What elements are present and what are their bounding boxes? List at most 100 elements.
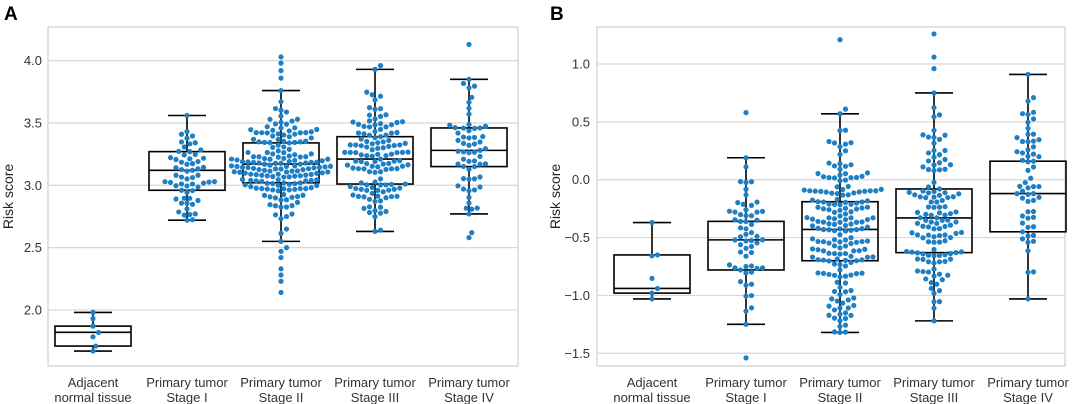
data-point xyxy=(294,193,301,200)
data-point xyxy=(837,178,843,184)
data-point xyxy=(366,196,373,202)
data-point xyxy=(364,89,370,95)
data-point xyxy=(173,196,179,202)
data-point xyxy=(759,208,766,214)
data-point xyxy=(383,166,389,173)
data-point xyxy=(386,187,392,193)
data-point xyxy=(275,188,281,194)
data-point xyxy=(286,146,292,152)
data-point xyxy=(178,187,185,193)
data-point xyxy=(851,190,857,196)
data-point xyxy=(748,179,755,185)
category-label-line1: Primary tumor xyxy=(799,375,881,390)
data-point xyxy=(1030,144,1037,150)
data-point xyxy=(826,303,832,309)
data-point xyxy=(278,54,284,60)
data-point xyxy=(477,161,483,167)
data-point xyxy=(278,197,284,203)
data-point xyxy=(469,94,475,100)
data-point xyxy=(842,127,849,133)
data-point xyxy=(1030,214,1037,220)
data-point xyxy=(281,132,287,138)
data-point xyxy=(278,99,284,105)
data-point xyxy=(372,122,378,128)
data-point xyxy=(1025,159,1031,165)
data-point xyxy=(278,166,284,172)
data-point xyxy=(867,188,873,194)
data-point xyxy=(206,179,212,185)
data-point xyxy=(1025,71,1031,78)
data-point xyxy=(748,249,755,256)
data-point xyxy=(743,263,749,270)
data-point xyxy=(292,139,298,145)
data-point xyxy=(469,206,475,212)
data-point xyxy=(743,293,749,299)
data-point xyxy=(289,194,295,200)
data-point xyxy=(931,54,937,60)
data-point xyxy=(283,213,290,220)
data-point xyxy=(754,209,760,215)
data-point xyxy=(383,208,389,215)
data-point xyxy=(842,163,849,169)
data-point xyxy=(173,172,179,178)
category-label-line2: Stage II xyxy=(818,390,863,404)
data-point xyxy=(1030,184,1037,190)
data-point xyxy=(809,197,816,203)
data-point xyxy=(931,31,937,37)
data-point xyxy=(842,243,849,249)
data-point xyxy=(394,166,400,172)
data-point xyxy=(649,253,655,259)
data-point xyxy=(931,305,937,311)
data-point xyxy=(853,271,860,277)
data-point xyxy=(1025,147,1031,153)
data-point xyxy=(195,184,201,190)
data-point xyxy=(732,265,738,271)
data-point xyxy=(914,268,921,274)
data-point xyxy=(278,238,284,244)
data-point xyxy=(261,161,268,167)
data-point xyxy=(864,224,871,230)
data-point xyxy=(923,276,929,282)
data-point xyxy=(278,113,284,119)
data-point xyxy=(272,121,279,127)
data-point xyxy=(256,160,262,166)
data-point xyxy=(278,289,284,296)
data-point xyxy=(831,288,838,295)
y-tick-label: 2.0 xyxy=(24,302,42,317)
data-point xyxy=(237,169,243,175)
data-point xyxy=(275,182,281,188)
data-point xyxy=(256,166,262,173)
data-point xyxy=(314,159,320,165)
data-point xyxy=(264,124,270,130)
data-point xyxy=(748,263,755,269)
data-point xyxy=(189,201,196,207)
data-point xyxy=(308,135,314,141)
data-point xyxy=(1025,215,1031,221)
data-point xyxy=(248,171,254,177)
data-point xyxy=(953,230,959,236)
y-tick-label: −1.5 xyxy=(564,346,590,361)
data-point xyxy=(466,166,472,172)
data-point xyxy=(1030,232,1037,238)
data-point xyxy=(1025,209,1031,215)
data-point xyxy=(460,125,467,131)
data-point xyxy=(820,270,827,276)
data-point xyxy=(377,169,384,175)
panel-a-plot-area xyxy=(47,26,519,367)
data-point xyxy=(748,281,755,287)
data-point xyxy=(737,267,744,273)
data-point xyxy=(837,127,843,134)
data-point xyxy=(743,155,749,161)
data-point xyxy=(815,218,821,225)
data-point xyxy=(261,139,268,145)
data-point xyxy=(270,127,276,133)
data-point xyxy=(820,206,827,212)
data-point xyxy=(297,139,303,145)
data-point xyxy=(466,99,472,105)
data-point xyxy=(278,60,284,66)
data-point xyxy=(281,144,287,150)
data-point xyxy=(936,210,943,216)
data-point xyxy=(198,147,204,153)
data-point xyxy=(181,195,187,201)
data-point xyxy=(1036,183,1042,190)
